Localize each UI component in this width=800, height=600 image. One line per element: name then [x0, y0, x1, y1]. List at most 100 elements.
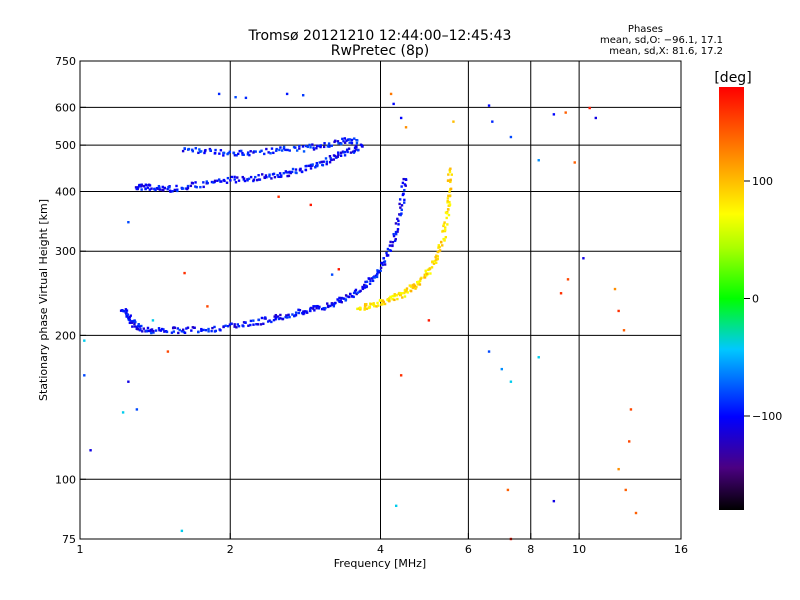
- trace-point: [195, 185, 198, 189]
- trace-point: [435, 261, 438, 264]
- trace-point: [330, 158, 333, 162]
- scatter-point: [617, 467, 620, 471]
- trace-point: [158, 186, 161, 189]
- trace-point: [244, 321, 247, 324]
- trace-point: [176, 327, 180, 330]
- trace-point: [256, 323, 260, 326]
- trace-point: [322, 145, 326, 149]
- trace-point: [339, 154, 343, 157]
- trace-point: [403, 183, 407, 186]
- trace-point: [202, 185, 205, 189]
- trace-point: [392, 232, 395, 236]
- trace-point: [403, 201, 406, 204]
- trace-point: [412, 286, 415, 289]
- trace-point: [147, 329, 150, 333]
- trace-point: [408, 284, 412, 287]
- trace-point: [316, 164, 319, 167]
- trace-point: [329, 304, 332, 308]
- trace-point: [376, 301, 379, 305]
- trace-point: [226, 325, 230, 328]
- trace-point: [263, 316, 267, 319]
- trace-point: [130, 321, 134, 324]
- trace-point: [157, 327, 161, 330]
- trace-point: [180, 330, 184, 333]
- trace-point: [252, 323, 255, 326]
- trace-point: [248, 153, 251, 157]
- trace-point: [263, 176, 266, 180]
- trace-point: [305, 310, 308, 313]
- trace-point: [125, 312, 128, 315]
- trace-point: [377, 304, 380, 307]
- trace-point: [324, 157, 328, 160]
- trace-point: [396, 217, 399, 221]
- trace-point: [323, 142, 326, 145]
- trace-point: [383, 260, 387, 263]
- trace-point: [286, 148, 289, 152]
- trace-point: [210, 329, 213, 333]
- trace-point: [191, 148, 194, 151]
- y-tick-label: 200: [55, 329, 76, 342]
- trace-point: [276, 173, 279, 177]
- trace-point: [219, 329, 222, 332]
- trace-point: [443, 221, 446, 224]
- trace-point: [275, 316, 278, 319]
- trace-point: [409, 289, 413, 293]
- trace-point: [259, 323, 263, 326]
- trace-point: [389, 249, 393, 252]
- trace-point: [365, 307, 369, 310]
- trace-point: [372, 302, 375, 305]
- trace-point: [265, 176, 268, 179]
- trace-point: [133, 325, 137, 328]
- trace-point: [435, 254, 438, 257]
- trace-point: [393, 239, 397, 242]
- trace-point: [436, 250, 439, 254]
- trace-point: [240, 149, 243, 153]
- trace-point: [337, 142, 340, 145]
- trace-point: [280, 149, 284, 152]
- trace-point: [128, 317, 131, 320]
- trace-point: [336, 155, 339, 158]
- trace-point: [214, 148, 217, 152]
- trace-point: [398, 202, 401, 206]
- trace-point: [272, 151, 275, 155]
- trace-point: [233, 175, 236, 179]
- trace-point: [173, 326, 177, 329]
- trace-point: [186, 186, 190, 190]
- trace-point: [213, 325, 216, 329]
- trace-point: [355, 148, 358, 151]
- trace-point: [415, 285, 418, 289]
- trace-point: [252, 179, 255, 183]
- scatter-point: [537, 356, 540, 359]
- trace-point: [210, 180, 214, 184]
- trace-point: [328, 155, 332, 158]
- trace-point: [307, 164, 311, 168]
- trace-point: [134, 320, 137, 324]
- trace-point: [282, 171, 285, 175]
- y-tick-label: 300: [55, 245, 76, 258]
- trace-point: [265, 147, 268, 151]
- trace-point: [204, 328, 208, 332]
- trace-point: [332, 303, 336, 306]
- trace-point: [340, 151, 343, 154]
- trace-point: [363, 286, 366, 289]
- trace-point: [237, 179, 241, 182]
- scatter-point: [624, 488, 627, 492]
- trace-point: [209, 149, 212, 152]
- trace-point: [293, 314, 297, 317]
- trace-point: [418, 283, 422, 286]
- trace-point: [216, 179, 219, 182]
- scatter-point: [244, 96, 248, 100]
- colorbar: [719, 87, 744, 510]
- trace-point: [268, 319, 271, 322]
- trace-point: [346, 295, 349, 298]
- trace-point: [449, 187, 453, 191]
- trace-point: [441, 244, 444, 247]
- trace-point: [353, 150, 356, 153]
- trace-point: [190, 181, 194, 185]
- trace-point: [345, 139, 348, 142]
- trace-point: [448, 200, 451, 204]
- trace-point: [442, 229, 445, 233]
- trace-point: [233, 323, 236, 326]
- trace-point: [312, 305, 315, 308]
- trace-point: [258, 178, 262, 181]
